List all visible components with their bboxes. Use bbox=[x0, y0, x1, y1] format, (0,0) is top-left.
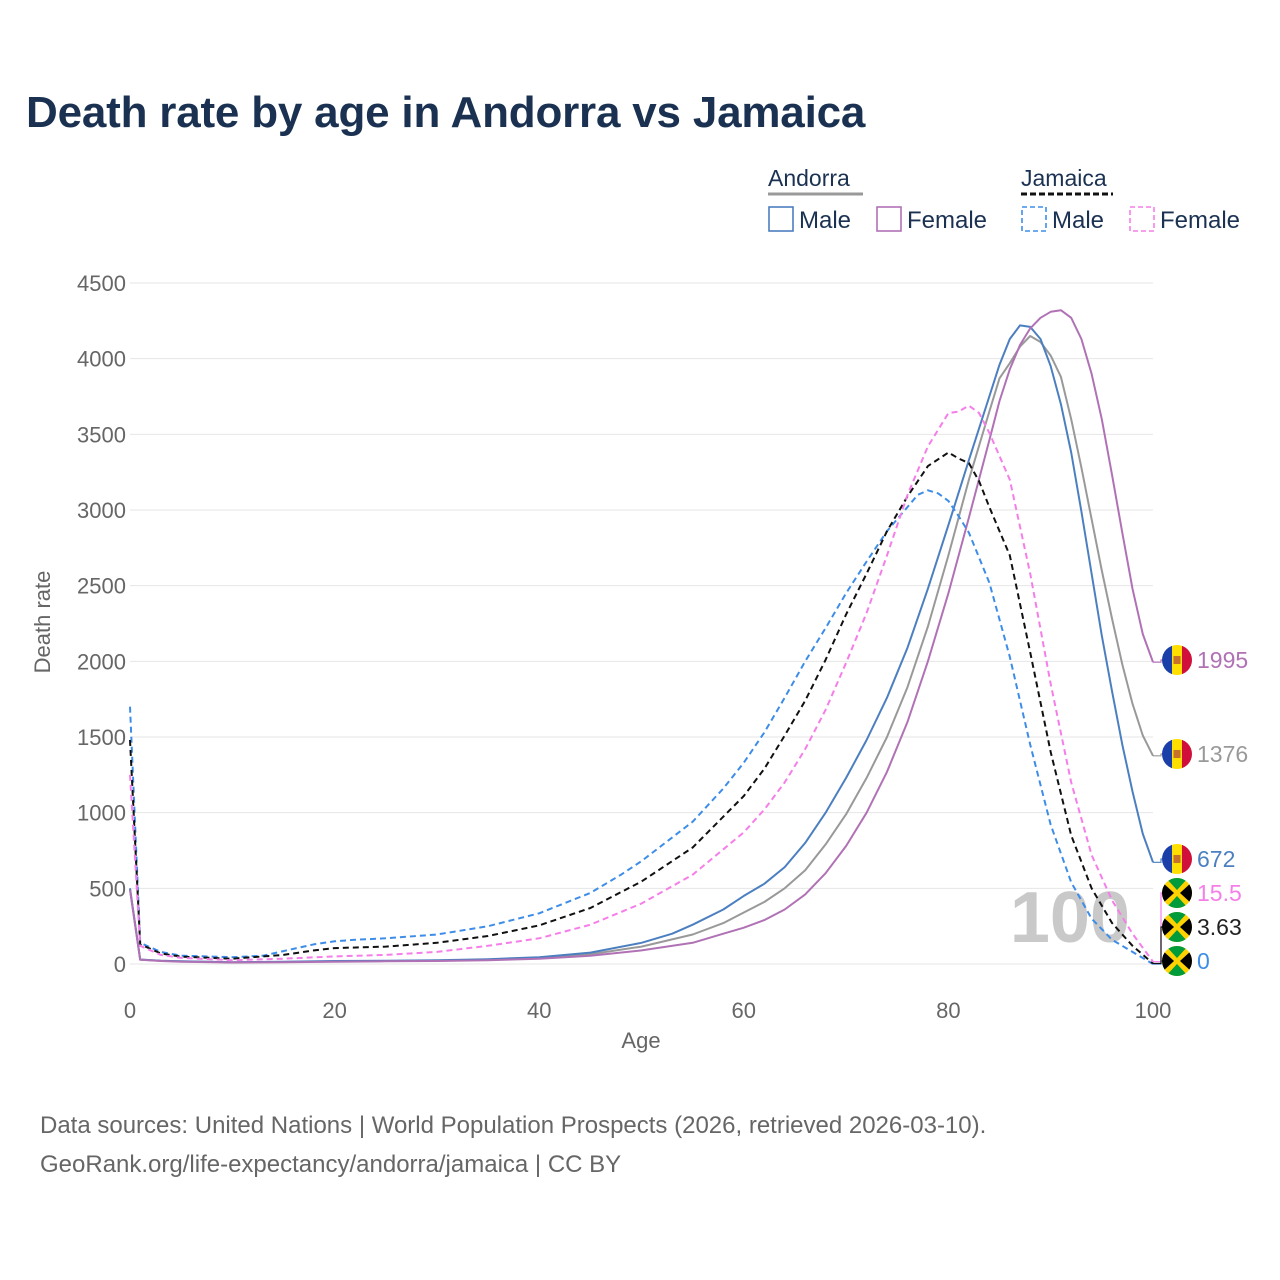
x-tick-label: 60 bbox=[732, 998, 756, 1023]
series-andorra-female bbox=[129, 309, 1154, 964]
x-axis-title: Age bbox=[621, 1028, 660, 1053]
series-andorra-both bbox=[129, 335, 1154, 964]
y-tick-label: 0 bbox=[114, 952, 126, 977]
legend-swatch-male bbox=[1021, 206, 1047, 232]
end-label-value: 3.63 bbox=[1197, 914, 1242, 940]
series-jamaica-male bbox=[129, 489, 1154, 965]
x-tick-label: 0 bbox=[124, 998, 136, 1023]
x-tick-label: 80 bbox=[936, 998, 960, 1023]
legend-item-male: Male bbox=[799, 207, 851, 234]
jamaica-flag-icon bbox=[1162, 912, 1192, 942]
x-tick-label: 40 bbox=[527, 998, 551, 1023]
end-label-value: 1376 bbox=[1197, 741, 1248, 767]
source-note: Data sources: United Nations | World Pop… bbox=[40, 1112, 987, 1139]
end-label-value: 15.5 bbox=[1197, 880, 1242, 906]
y-axis-title: Death rate bbox=[30, 571, 55, 674]
end-labels: 672 1995 1376 0 15.5 3.63 bbox=[1153, 645, 1248, 976]
year-watermark: 100 bbox=[1010, 878, 1130, 958]
y-tick-label: 1500 bbox=[77, 725, 126, 750]
legend-swatch-female bbox=[876, 206, 902, 232]
y-tick-label: 4000 bbox=[77, 347, 126, 372]
y-tick-label: 1000 bbox=[77, 801, 126, 826]
y-tick-label: 500 bbox=[89, 876, 126, 901]
series-andorra-male bbox=[129, 324, 1154, 964]
footer: Data sources: United Nations | World Pop… bbox=[40, 1106, 986, 1184]
y-tick-label: 3000 bbox=[77, 498, 126, 523]
series-jamaica-female bbox=[129, 404, 1154, 963]
grid bbox=[130, 282, 1153, 965]
legend: Andorra Male Female Jamaica Male Female bbox=[768, 165, 1240, 234]
jamaica-flag-icon bbox=[1162, 946, 1192, 976]
x-tick-label: 20 bbox=[322, 998, 346, 1023]
credit-link[interactable]: GeoRank.org/life-expectancy/andorra/jama… bbox=[40, 1151, 622, 1178]
y-tick-label: 2500 bbox=[77, 574, 126, 599]
andorra-flag-icon bbox=[1162, 844, 1192, 874]
x-tick-label: 100 bbox=[1135, 998, 1172, 1023]
end-label-value: 1995 bbox=[1197, 647, 1248, 673]
legend-item-female: Female bbox=[1160, 207, 1240, 234]
legend-item-female: Female bbox=[907, 207, 987, 234]
andorra-flag-icon bbox=[1162, 645, 1192, 675]
end-label-value: 0 bbox=[1197, 948, 1210, 974]
jamaica-flag-icon bbox=[1162, 878, 1192, 908]
andorra-flag-icon bbox=[1162, 739, 1192, 769]
series-lines bbox=[129, 309, 1154, 965]
legend-swatch-female bbox=[1129, 206, 1155, 232]
watermark: 100 bbox=[1010, 878, 1130, 958]
legend-group-andorra: Andorra bbox=[768, 165, 850, 191]
chart-title: Death rate by age in Andorra vs Jamaica bbox=[26, 88, 866, 137]
y-tick-label: 3500 bbox=[77, 422, 126, 447]
legend-swatch-male bbox=[768, 206, 794, 232]
y-tick-label: 2000 bbox=[77, 649, 126, 674]
series-jamaica-both bbox=[129, 451, 1154, 965]
legend-item-male: Male bbox=[1052, 207, 1104, 234]
legend-group-jamaica: Jamaica bbox=[1021, 165, 1107, 191]
end-label-value: 672 bbox=[1197, 846, 1235, 872]
axes: 0 500 1000 1500 2000 2500 3000 3500 4000 4500 0 20 4… bbox=[30, 271, 1171, 1053]
y-tick-label: 4500 bbox=[77, 271, 126, 296]
